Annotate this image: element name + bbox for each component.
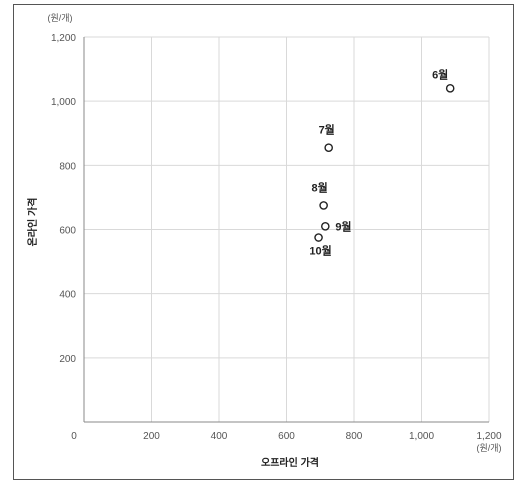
point-labels: 6월 7월 8월 9월 10월 xyxy=(309,67,448,257)
x-tick-label: 600 xyxy=(278,431,295,442)
y-tick-label: 200 xyxy=(59,354,76,365)
data-point-label: 10월 xyxy=(309,244,331,258)
data-point-label: 6월 xyxy=(432,67,448,81)
x-tick-label: 400 xyxy=(211,431,228,442)
x-tick-label: 1,000 xyxy=(409,431,434,442)
axes xyxy=(83,37,489,423)
data-points xyxy=(314,84,455,242)
y-tick-labels: 200 400 600 800 1,000 1,200 xyxy=(51,33,76,365)
chart-frame xyxy=(13,4,514,480)
y-tick-label: 1,200 xyxy=(51,33,76,44)
x-axis-unit: (원/개) xyxy=(476,443,501,453)
data-point xyxy=(445,84,455,93)
x-tick-label: 800 xyxy=(346,431,363,442)
data-point xyxy=(314,233,323,242)
grid-lines xyxy=(84,36,490,422)
x-tick-label: 1,200 xyxy=(476,431,501,442)
data-point xyxy=(324,143,333,152)
y-tick-label: 1,000 xyxy=(51,97,76,108)
x-tick-label: 200 xyxy=(143,431,160,442)
y-tick-label: 800 xyxy=(59,161,76,172)
y-tick-label: 400 xyxy=(59,290,76,301)
x-axis-title: 오프라인 가격 xyxy=(261,456,319,469)
x-tick-label: 0 xyxy=(71,431,77,442)
y-axis-unit: (원/개) xyxy=(47,13,72,23)
data-point-label: 7월 xyxy=(319,123,335,137)
data-point-label: 9월 xyxy=(335,219,351,233)
x-tick-labels: 0 200 400 600 800 1,000 1,200 xyxy=(71,431,502,442)
data-point xyxy=(321,221,330,231)
y-axis-title: 온라인 가격 xyxy=(26,198,39,247)
data-point xyxy=(319,201,328,210)
data-point-label: 8월 xyxy=(312,180,328,194)
y-tick-label: 600 xyxy=(59,226,76,237)
